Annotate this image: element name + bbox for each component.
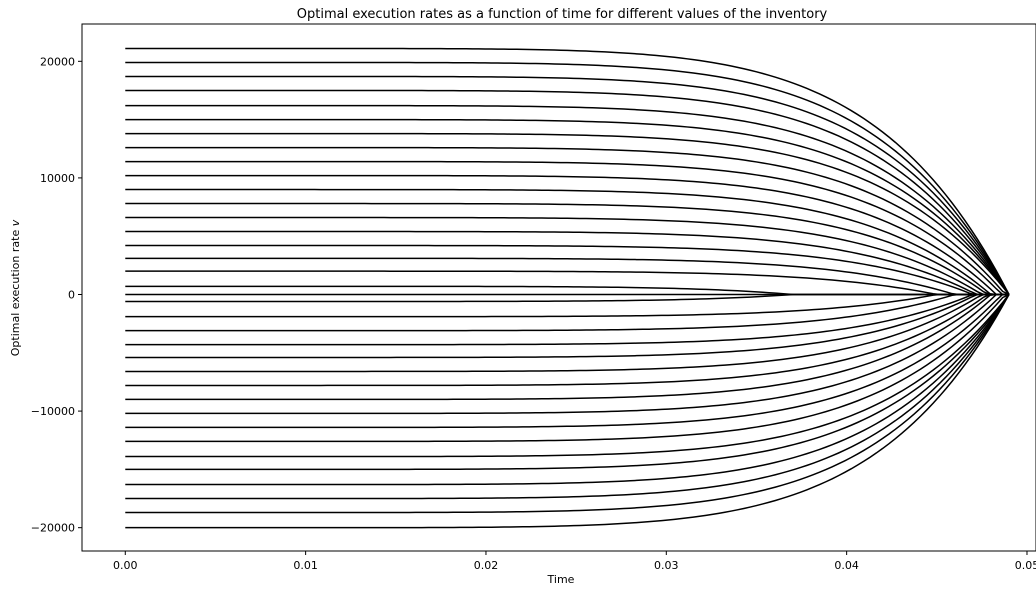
y-tick-label: −10000 <box>31 405 75 418</box>
y-tick-label: −20000 <box>31 522 75 535</box>
y-axis-ticks: −20000 −10000 0 10000 20000 <box>31 55 82 535</box>
series-line <box>125 270 1009 296</box>
x-axis-ticks: 0.00 0.01 0.02 0.03 0.04 0.05 <box>113 551 1036 572</box>
y-tick-label: 10000 <box>40 172 75 185</box>
series-line <box>125 293 1009 318</box>
series-line <box>125 293 1009 429</box>
series-line <box>125 294 1010 458</box>
series-line <box>125 118 1010 295</box>
x-tick-label: 0.04 <box>834 559 859 572</box>
series-line <box>125 160 1009 296</box>
y-axis-label: Optimal execution rate v <box>9 219 22 356</box>
series-line <box>125 293 1009 387</box>
series-line <box>125 47 1010 295</box>
x-tick-label: 0.00 <box>113 559 138 572</box>
y-axis-label-text: Optimal execution rate <box>9 230 22 357</box>
series-line <box>125 257 1009 296</box>
series-line <box>125 188 1009 296</box>
series-line <box>125 293 1010 443</box>
series-line <box>125 293 1009 359</box>
series-line <box>125 216 1009 296</box>
x-tick-label: 0.02 <box>474 559 499 572</box>
series-line <box>125 89 1010 295</box>
series-line <box>125 293 1009 373</box>
chart-title: Optimal execution rates as a function of… <box>297 7 828 22</box>
series-line <box>125 294 1010 471</box>
series-line <box>125 294 1010 514</box>
plot-frame <box>81 23 1036 552</box>
x-axis-label: Time <box>547 573 575 586</box>
series-line <box>125 294 1010 500</box>
series-line <box>125 104 1010 295</box>
series-line <box>125 244 1009 296</box>
series-layer <box>125 47 1010 529</box>
y-tick-label: 20000 <box>40 55 75 68</box>
x-tick-label: 0.03 <box>654 559 679 572</box>
series-line <box>125 202 1009 296</box>
series-line <box>125 146 1010 296</box>
series-line <box>125 293 1009 401</box>
series-line <box>125 75 1010 295</box>
series-line <box>125 132 1010 295</box>
series-line <box>125 230 1009 296</box>
x-tick-label: 0.01 <box>293 559 318 572</box>
y-axis-label-symbol: v <box>9 219 22 226</box>
series-line <box>125 293 1009 346</box>
series-line <box>125 174 1009 296</box>
series-line <box>125 293 1009 303</box>
series-line <box>125 294 1010 529</box>
series-line <box>125 285 1009 296</box>
y-tick-label: 0 <box>68 288 75 301</box>
series-line <box>125 293 1009 332</box>
series-line <box>125 293 1009 415</box>
series-line <box>125 61 1010 295</box>
x-tick-label: 0.05 <box>1015 559 1036 572</box>
series-line <box>125 294 1010 486</box>
